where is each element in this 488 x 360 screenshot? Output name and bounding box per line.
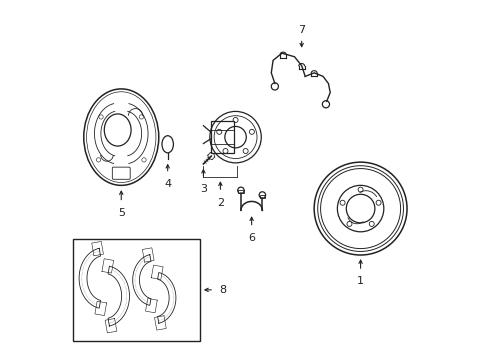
Bar [259,195,264,198]
Text: 5: 5 [118,208,124,218]
Bar [210,121,233,153]
Bar [73,239,200,341]
Text: 6: 6 [247,233,255,243]
Text: 1: 1 [356,276,364,287]
Text: 4: 4 [164,179,171,189]
Text: 7: 7 [298,25,305,35]
Bar [238,190,244,193]
Text: 2: 2 [216,198,224,207]
Text: 3: 3 [200,184,206,194]
Text: 8: 8 [219,285,226,295]
